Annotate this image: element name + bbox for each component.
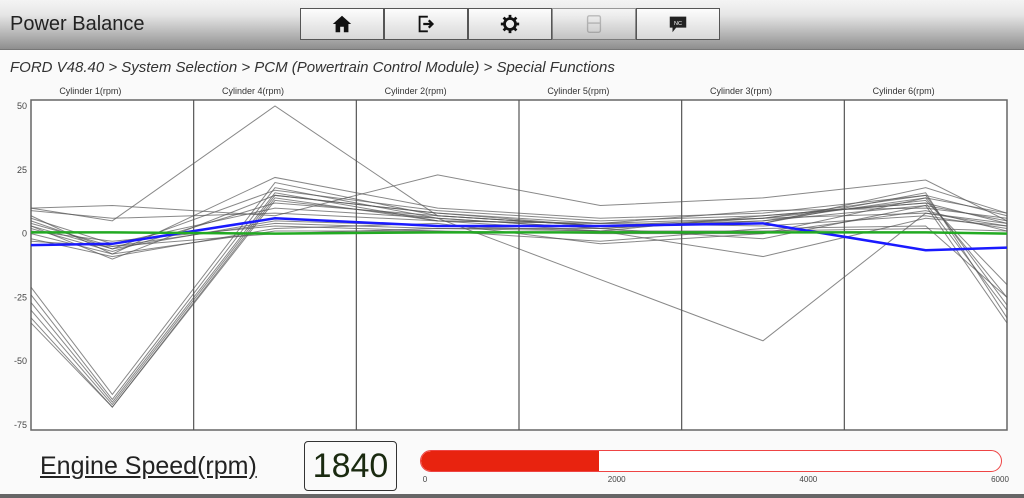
engine-speed-label: Engine Speed(rpm) bbox=[40, 452, 257, 480]
exit-icon bbox=[418, 15, 435, 33]
y-tick-label: -50 bbox=[14, 356, 27, 366]
home-button[interactable] bbox=[300, 8, 384, 40]
series-line bbox=[30, 174, 1008, 222]
y-tick-label: 50 bbox=[17, 101, 27, 111]
save-icon bbox=[586, 15, 602, 33]
cylinder-label: Cylinder 6(rpm) bbox=[873, 86, 935, 96]
power-balance-chart: Cylinder 1(rpm) Cylinder 4(rpm) Cylinder 2… bbox=[14, 86, 1008, 431]
engine-speed-gauge-fill bbox=[421, 451, 599, 471]
series-line bbox=[30, 197, 1008, 258]
feedback-button[interactable]: NC bbox=[636, 8, 720, 40]
series-line bbox=[30, 210, 1008, 229]
settings-button[interactable] bbox=[468, 8, 552, 40]
cylinder-label: Cylinder 3(rpm) bbox=[710, 86, 772, 96]
save-button[interactable] bbox=[552, 8, 636, 40]
cylinder-label: Cylinder 2(rpm) bbox=[385, 86, 447, 96]
y-tick-label: 0 bbox=[22, 229, 27, 239]
breadcrumb: FORD V48.40 > System Selection > PCM (Po… bbox=[10, 59, 615, 76]
svg-text:NC: NC bbox=[674, 21, 682, 27]
header-bar: Power Balance NC bbox=[0, 0, 1024, 50]
series-line bbox=[30, 207, 1008, 342]
gear-icon bbox=[500, 14, 520, 34]
feedback-icon: NC bbox=[669, 16, 687, 33]
exit-button[interactable] bbox=[384, 8, 468, 40]
cylinder-label: Cylinder 1(rpm) bbox=[59, 86, 121, 96]
cylinder-label: Cylinder 5(rpm) bbox=[547, 86, 609, 96]
gauge-tick-label: 2000 bbox=[607, 475, 626, 484]
gauge-tick-label: 4000 bbox=[799, 475, 818, 484]
gauge-tick-label: 6000 bbox=[991, 475, 1009, 484]
series-line bbox=[30, 227, 1008, 247]
y-tick-label: 25 bbox=[17, 165, 27, 175]
engine-speed-value: 1840 bbox=[304, 441, 397, 491]
y-tick-label: -75 bbox=[14, 420, 27, 430]
highlight-series-line bbox=[31, 231, 1008, 235]
engine-speed-gauge bbox=[420, 450, 1002, 472]
y-tick-label: -25 bbox=[14, 292, 27, 302]
highlight-series-line bbox=[30, 217, 1008, 252]
series-line bbox=[30, 194, 1008, 260]
page-title: Power Balance bbox=[10, 13, 145, 35]
gauge-tick-label: 0 bbox=[422, 475, 428, 484]
series-line bbox=[30, 225, 1008, 298]
cylinder-label: Cylinder 4(rpm) bbox=[222, 86, 284, 96]
footer-bar bbox=[0, 494, 1024, 498]
series-line bbox=[30, 176, 1008, 255]
home-icon bbox=[332, 15, 352, 33]
